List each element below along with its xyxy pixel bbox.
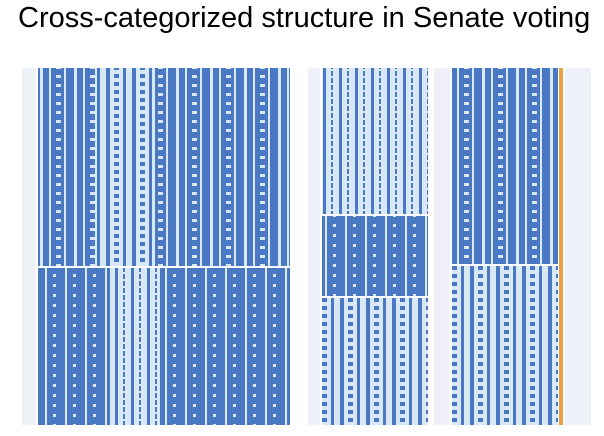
panel-2 <box>308 68 428 425</box>
slide-title: Cross-categorized structure in Senate vo… <box>18 2 591 34</box>
panel-3 <box>434 68 591 425</box>
panel-1 <box>22 68 290 425</box>
